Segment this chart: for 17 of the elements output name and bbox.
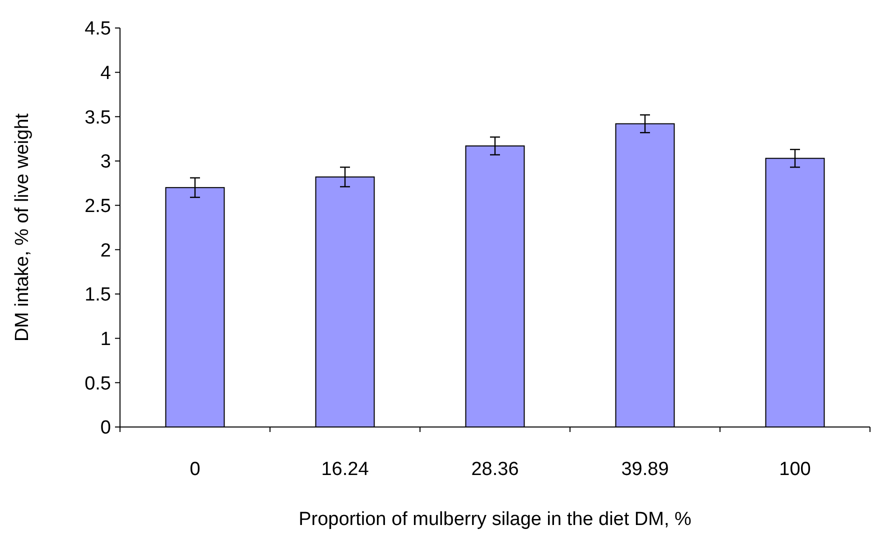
x-tick-label: 28.36	[471, 459, 519, 480]
y-tick-label: 4	[100, 62, 112, 84]
x-tick-label: 100	[779, 459, 811, 480]
y-tick-label: 4.5	[84, 18, 111, 40]
y-tick-label: 0.5	[84, 373, 111, 394]
x-tick-label: 16.24	[321, 459, 370, 480]
y-tick-label: 3.5	[84, 107, 111, 128]
y-tick-label: 0	[100, 418, 111, 439]
x-axis-title: Proportion of mulberry silage in the diet DM, %	[298, 509, 692, 530]
x-tick-label: 0	[190, 459, 200, 480]
y-tick-label: 2	[100, 240, 111, 262]
y-tick-label: 2.5	[84, 196, 111, 217]
y-tick-label: 1	[100, 328, 111, 350]
y-tick-label: 3	[100, 152, 111, 173]
x-tick-label: 39.89	[621, 459, 669, 480]
y-axis-title: DM intake, % of live weight	[12, 112, 33, 342]
y-tick-label: 1.5	[84, 284, 111, 306]
